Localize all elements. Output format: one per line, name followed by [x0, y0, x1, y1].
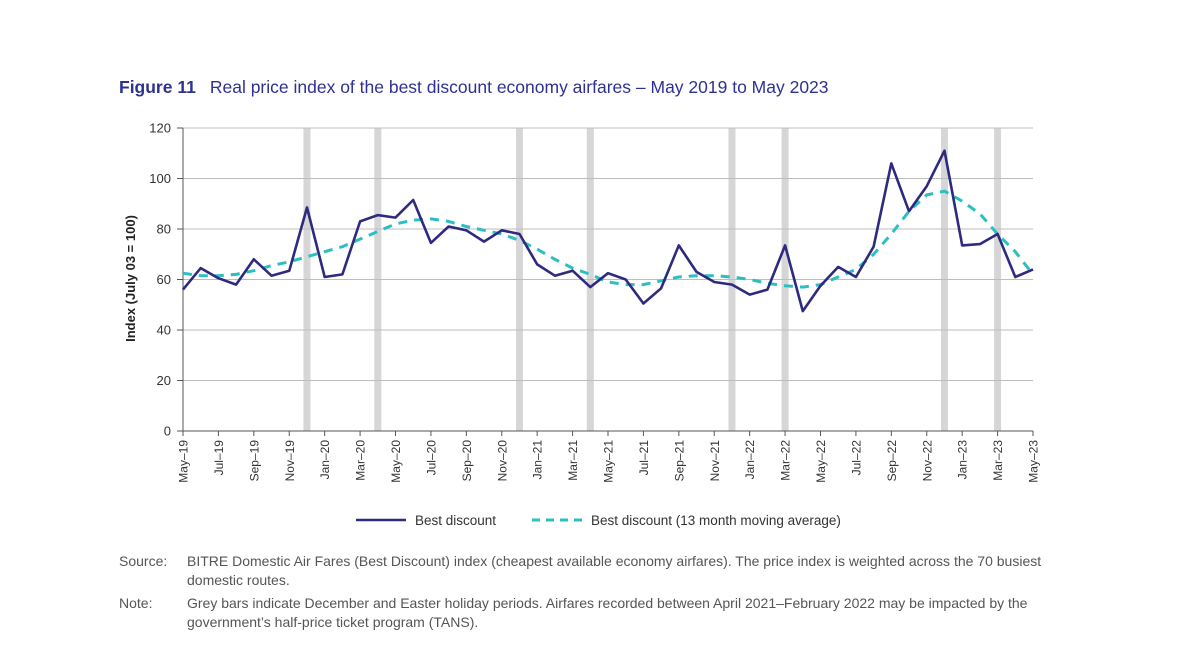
figure-title: Figure 11 Real price index of the best di… [119, 77, 829, 98]
x-tick-label: Nov–21 [708, 440, 722, 482]
x-tick-label: Jan–22 [743, 440, 757, 480]
y-tick-label: 120 [149, 121, 171, 136]
y-axis-title: Index (July 03 = 100) [123, 215, 138, 342]
x-tick-label: Jul–21 [637, 440, 651, 476]
figure-title-text: Real price index of the best discount ec… [209, 77, 829, 97]
x-tick-label: Nov–22 [920, 440, 934, 482]
x-tick-label: May–22 [814, 440, 828, 483]
series-group [181, 149, 1035, 313]
y-tick-label: 80 [157, 222, 171, 237]
x-tick-label: May–23 [1027, 440, 1041, 483]
x-tick-label: Mar–21 [566, 440, 580, 481]
x-tick-label: Jan–20 [318, 440, 332, 480]
x-tick-label: May–21 [602, 440, 616, 483]
x-tick-label: Nov–19 [283, 440, 297, 482]
series-line-best-discount [181, 149, 1034, 313]
source-label: Source: [119, 553, 168, 569]
note-text: Grey bars indicate December and Easter h… [187, 595, 1028, 630]
x-tick-label: Jul–20 [424, 440, 438, 476]
y-tick-label: 60 [157, 272, 171, 287]
x-axis-ticks: May–19 Jul–19 Sep–19 Nov–19 Jan–20 Mar–20 May–… [177, 431, 1041, 483]
x-tick-label: Sep–21 [672, 440, 686, 482]
x-tick-label: Nov–20 [495, 440, 509, 482]
line-chart: 0 20 40 60 80 100 120 May–19 Jul–19 Sep–19 Nov–19… [123, 121, 1041, 529]
x-tick-label: Jul–22 [849, 440, 863, 476]
legend: Best discount Best discount (13 month mo… [356, 513, 841, 528]
y-tick-label: 20 [157, 373, 171, 388]
x-tick-label: Jul–19 [212, 440, 226, 476]
chart-notes: Source: BITRE Domestic Air Fares (Best D… [119, 552, 1059, 636]
y-tick-label: 40 [157, 323, 171, 338]
holiday-note: Note: Grey bars indicate December and Ea… [119, 594, 1059, 632]
y-axis-ticks: 0 20 40 60 80 100 120 [149, 121, 171, 439]
y-tick-label: 100 [149, 171, 171, 186]
legend-label-best-discount: Best discount [415, 513, 496, 528]
x-tick-label: Sep–22 [885, 440, 899, 482]
x-tick-label: Sep–19 [247, 440, 261, 482]
x-tick-label: Jan–23 [956, 440, 970, 480]
x-tick-label: Mar–20 [354, 440, 368, 481]
source-note: Source: BITRE Domestic Air Fares (Best D… [119, 552, 1059, 590]
x-tick-label: Mar–22 [779, 440, 793, 481]
x-tick-label: Jan–21 [531, 440, 545, 480]
x-tick-label: May–19 [177, 440, 191, 483]
x-tick-label: May–20 [389, 440, 403, 483]
figure-number: Figure 11 [119, 77, 196, 97]
x-tick-label: Sep–20 [460, 440, 474, 482]
y-tick-label: 0 [164, 424, 171, 439]
legend-label-moving-average: Best discount (13 month moving average) [591, 513, 841, 528]
note-label: Note: [119, 595, 153, 611]
x-tick-label: Mar–23 [991, 440, 1005, 481]
source-text: BITRE Domestic Air Fares (Best Discount)… [187, 553, 1042, 588]
series-line-moving-average [182, 189, 1035, 289]
